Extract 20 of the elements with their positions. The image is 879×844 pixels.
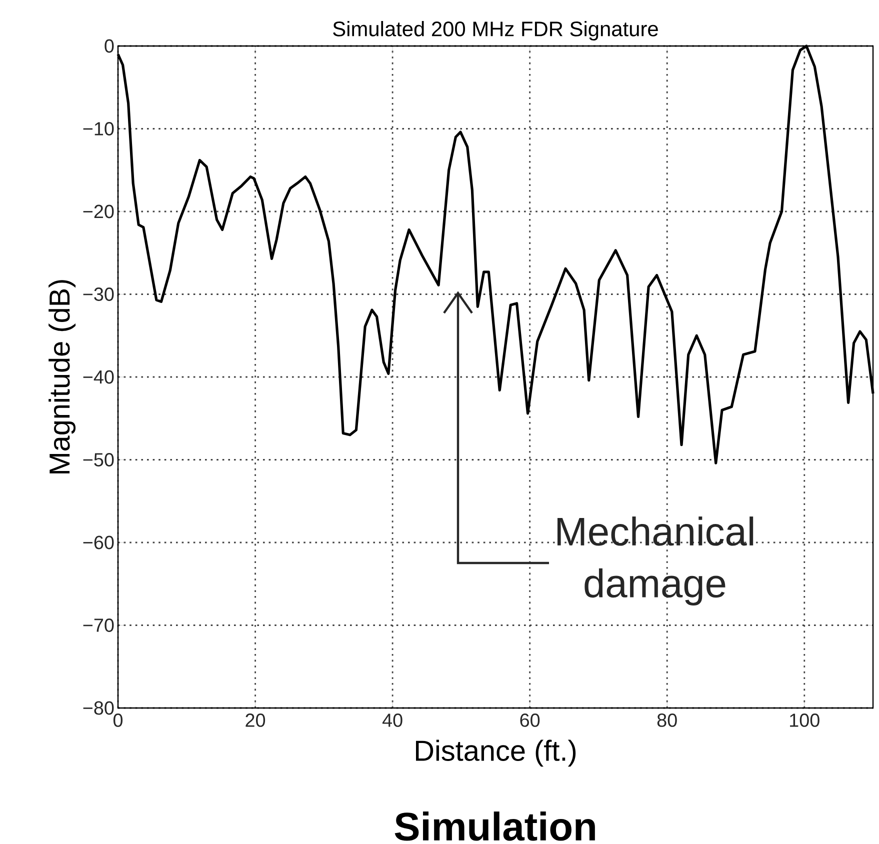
y-tick-label: −20 (83, 204, 114, 218)
x-tick-label: 60 (520, 713, 540, 727)
chart-title: Simulated 200 MHz FDR Signature (333, 20, 658, 40)
y-axis-title: Magnitude (dB) (48, 280, 76, 474)
text: Simulation (394, 811, 595, 841)
x-tick-label: 40 (382, 713, 402, 727)
y-tick-label: 0 (104, 39, 114, 53)
y-tick-label: −50 (83, 453, 114, 466)
x-tick-label: 0 (113, 713, 123, 727)
x-tick-label: 80 (657, 713, 677, 727)
x-axis-title: Distance (ft.) (416, 740, 576, 767)
y-tick-label: −40 (83, 370, 114, 384)
annotation: Mechanical damage (557, 516, 754, 606)
y-tick-label: −10 (83, 122, 114, 136)
x-tick-label: 100 (790, 713, 820, 727)
y-tick-label: −60 (83, 536, 114, 550)
x-tick-label: 20 (246, 713, 266, 727)
y-tick-label: −70 (83, 618, 114, 632)
y-tick-label: −30 (83, 287, 114, 301)
y-tick-label: −80 (83, 701, 114, 715)
